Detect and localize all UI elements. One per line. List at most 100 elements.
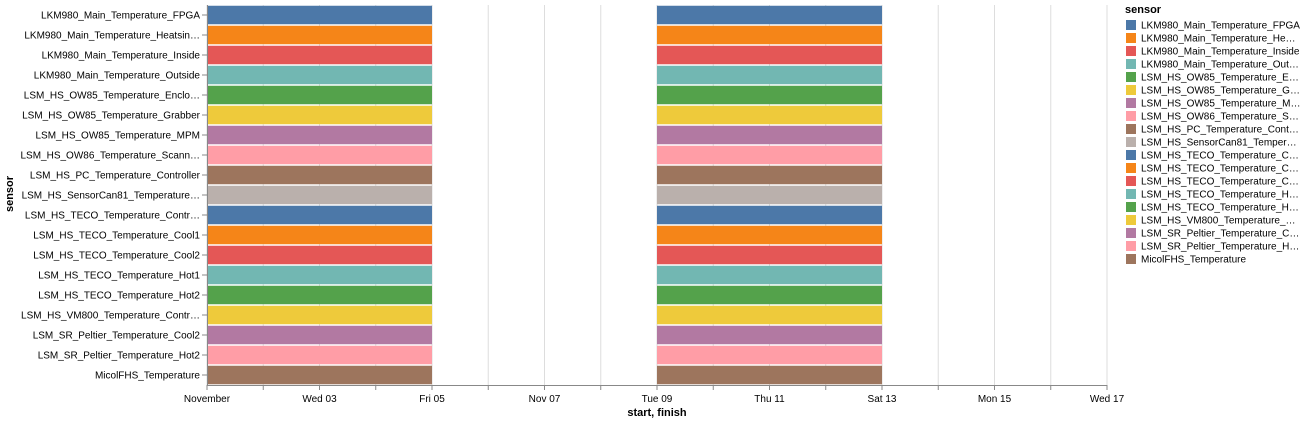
y-tick-label: LSM_HS_OW86_Temperature_Scann… [20, 151, 200, 162]
gantt-bar [657, 85, 882, 105]
gantt-bar [207, 5, 432, 25]
legend-label: LSM_HS_TECO_Temperature_H… [1141, 190, 1299, 201]
y-axis: LKM980_Main_Temperature_FPGA LKM980_Main_… [20, 5, 208, 385]
x-axis-title: start, finish [627, 407, 687, 419]
y-tick-label: LSM_HS_OW85_Temperature_Enclo… [24, 91, 200, 102]
legend-swatch [1126, 202, 1136, 212]
legend-swatch [1126, 189, 1136, 199]
gantt-bar [657, 305, 882, 325]
gantt-bar [207, 225, 432, 245]
legend-label: LSM_HS_SensorCan81_Temper… [1141, 138, 1297, 149]
gantt-bar [657, 125, 882, 145]
gantt-bar [207, 45, 432, 65]
bars [207, 5, 882, 385]
gantt-bar [207, 185, 432, 205]
legend-swatch [1126, 176, 1136, 186]
y-tick-label: LSM_HS_OW85_Temperature_Grabber [22, 111, 201, 122]
gantt-bar [657, 225, 882, 245]
gantt-bar [657, 265, 882, 285]
gantt-bar [657, 45, 882, 65]
y-tick-label: LKM980_Main_Temperature_FPGA [41, 11, 200, 22]
gantt-bar [657, 285, 882, 305]
gantt-bar [207, 205, 432, 225]
gantt-bar [207, 125, 432, 145]
gantt-bar [657, 245, 882, 265]
legend-swatch [1126, 228, 1136, 238]
gantt-bar [657, 185, 882, 205]
legend-swatch [1126, 59, 1136, 69]
gantt-bar [207, 105, 432, 125]
y-tick-label: LSM_HS_TECO_Temperature_Cool1 [33, 231, 200, 242]
y-axis-title: sensor [4, 175, 16, 212]
legend-label: LSM_HS_TECO_Temperature_C… [1141, 164, 1299, 175]
legend-label: LSM_SR_Peltier_Temperature_C… [1141, 229, 1299, 240]
legend-label: LSM_HS_OW85_Temperature_E… [1141, 73, 1299, 84]
legend-label: LSM_HS_OW86_Temperature_S… [1141, 112, 1299, 123]
gantt-bar [207, 25, 432, 45]
x-tick-label: Tue 09 [642, 394, 673, 405]
legend-label: LKM980_Main_Temperature_Out… [1141, 60, 1299, 71]
gantt-bar [207, 345, 432, 365]
legend-label: LKM980_Main_Temperature_He… [1141, 34, 1296, 45]
legend-swatch [1126, 124, 1136, 134]
gantt-bar [207, 325, 432, 345]
legend-swatch [1126, 254, 1136, 264]
y-tick-label: LSM_HS_PC_Temperature_Controller [30, 171, 201, 182]
legend-swatch [1126, 33, 1136, 43]
legend-label: LKM980_Main_Temperature_FPGA [1141, 21, 1300, 32]
gantt-bar [657, 65, 882, 85]
legend-swatch [1126, 163, 1136, 173]
gantt-bar [207, 285, 432, 305]
legend-swatch [1126, 85, 1136, 95]
legend-swatch [1126, 150, 1136, 160]
y-tick-label: LKM980_Main_Temperature_Heatsin… [24, 31, 200, 42]
legend-swatch [1126, 215, 1136, 225]
legend-label: LSM_HS_PC_Temperature_Cont… [1141, 125, 1299, 136]
x-tick-label: Wed 17 [1090, 394, 1125, 405]
y-tick-label: LKM980_Main_Temperature_Outside [34, 71, 201, 82]
y-tick-label: LSM_HS_OW85_Temperature_MPM [35, 131, 200, 142]
y-tick-label: LSM_HS_SensorCan81_Temperature… [22, 191, 200, 202]
legend-swatch [1126, 98, 1136, 108]
legend-label: LSM_HS_OW85_Temperature_G… [1141, 86, 1300, 97]
gantt-bar [207, 245, 432, 265]
legend: sensor LKM980_Main_Temperature_FPGA LKM98… [1125, 4, 1301, 266]
gantt-bar [657, 365, 882, 385]
y-tick-label: LSM_HS_TECO_Temperature_Cool2 [33, 251, 200, 262]
y-tick-label: LSM_HS_TECO_Temperature_Hot2 [38, 291, 200, 302]
gantt-bar [207, 165, 432, 185]
gantt-bar [657, 145, 882, 165]
legend-swatch [1126, 20, 1136, 30]
y-tick-label: LSM_SR_Peltier_Temperature_Hot2 [38, 351, 201, 362]
y-tick-label: LSM_HS_TECO_Temperature_Hot1 [38, 271, 200, 282]
gantt-bar [207, 65, 432, 85]
legend-label: LSM_HS_TECO_Temperature_C… [1141, 177, 1299, 188]
x-tick-label: November [184, 394, 231, 405]
x-tick-label: Sat 13 [868, 394, 897, 405]
y-tick-label: LSM_HS_TECO_Temperature_Contr… [25, 211, 200, 222]
gantt-bar [657, 5, 882, 25]
gantt-bar [657, 325, 882, 345]
gantt-bar [657, 165, 882, 185]
gantt-bar [657, 105, 882, 125]
legend-swatch [1126, 241, 1136, 251]
legend-swatch [1126, 72, 1136, 82]
gantt-bar [207, 265, 432, 285]
legend-swatch [1126, 137, 1136, 147]
legend-swatch [1126, 111, 1136, 121]
legend-swatch [1126, 46, 1136, 56]
x-tick-label: Thu 11 [754, 394, 785, 405]
gantt-bar [657, 205, 882, 225]
gantt-bar [657, 345, 882, 365]
y-tick-label: LSM_SR_Peltier_Temperature_Cool2 [33, 331, 201, 342]
gantt-bar [207, 365, 432, 385]
y-tick-label: MicolFHS_Temperature [95, 371, 200, 382]
x-tick-label: Nov 07 [529, 394, 561, 405]
y-tick-label: LKM980_Main_Temperature_Inside [42, 51, 201, 62]
legend-label: LSM_HS_VM800_Temperature_… [1141, 216, 1296, 227]
x-tick-label: Mon 15 [978, 394, 1012, 405]
gantt-bar [207, 85, 432, 105]
y-tick-label: LSM_HS_VM800_Temperature_Contr… [21, 311, 200, 322]
gantt-bar [207, 305, 432, 325]
